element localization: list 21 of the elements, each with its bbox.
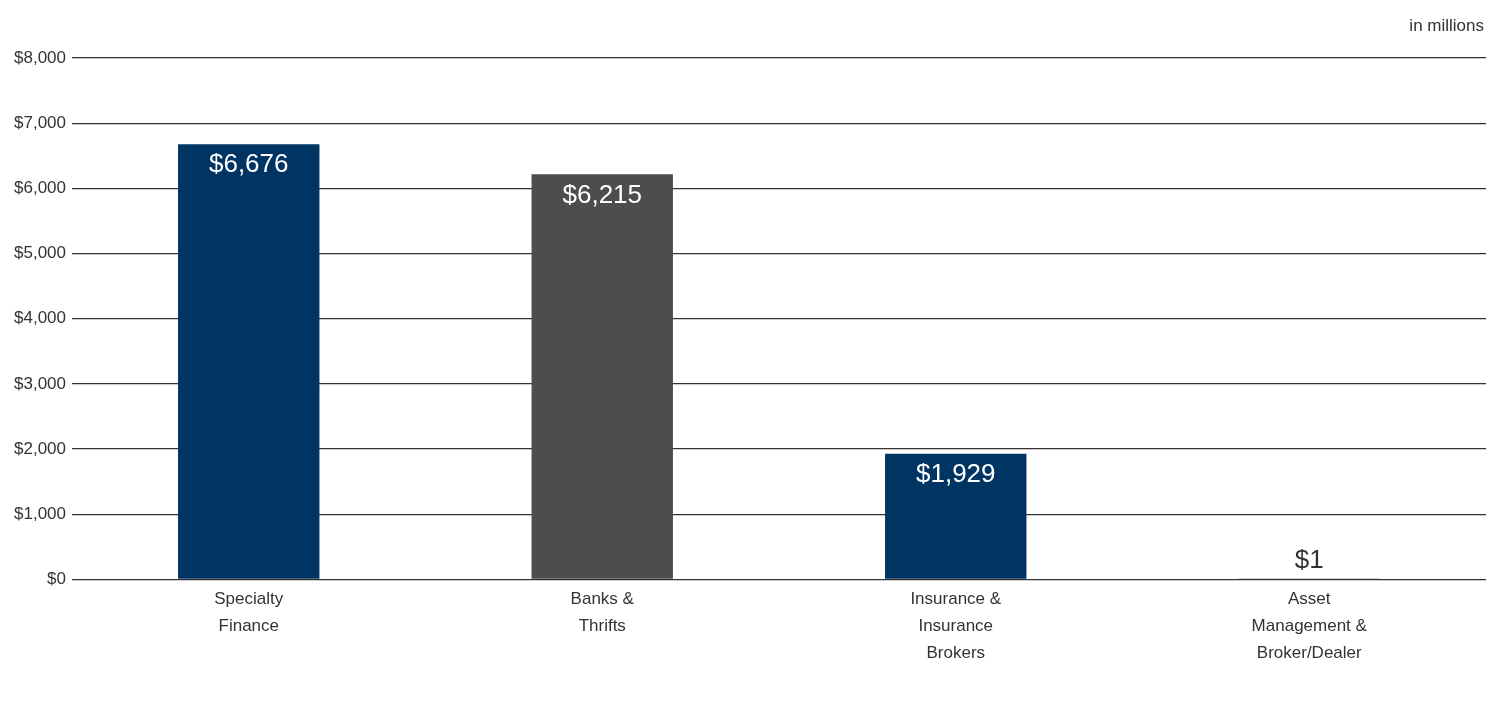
y-tick-label: $4,000 — [14, 308, 66, 328]
x-tick-label: Specialty Finance — [214, 588, 284, 635]
data-label: $6,215 — [562, 178, 643, 209]
y-tick-label: $2,000 — [14, 438, 66, 458]
y-tick-label: $5,000 — [14, 243, 66, 263]
bar — [885, 453, 1027, 579]
x-tick-label: Banks & Thrifts — [570, 588, 635, 635]
x-tick-label: Asset Management & Broker/Dealer — [1251, 588, 1368, 663]
bar — [531, 174, 673, 579]
bar — [178, 144, 320, 579]
y-tick-label: $7,000 — [14, 112, 66, 132]
data-label: $1,929 — [915, 457, 996, 488]
y-tick-label: $1,000 — [14, 503, 66, 523]
data-label: $1 — [1294, 543, 1324, 574]
text: in millions — [1409, 16, 1484, 36]
x-tick-label: Insurance & Insurance Brokers — [910, 588, 1002, 663]
y-tick-label: $8,000 — [14, 47, 66, 67]
data-label: $6,676 — [208, 148, 289, 179]
y-tick-label: $0 — [47, 569, 66, 589]
y-tick-label: $3,000 — [14, 373, 66, 393]
y-tick-label: $6,000 — [14, 178, 66, 198]
